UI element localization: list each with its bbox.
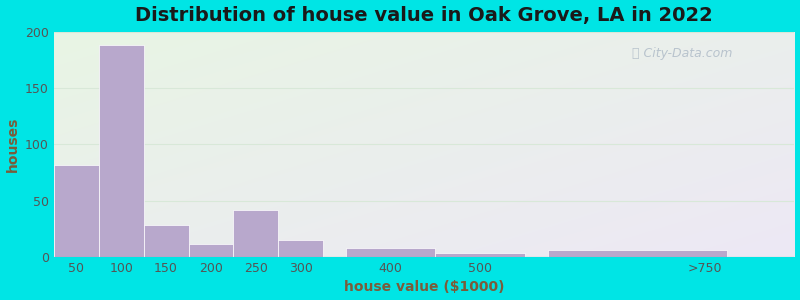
Bar — [234, 210, 278, 257]
Bar — [547, 250, 727, 257]
X-axis label: house value ($1000): house value ($1000) — [344, 280, 504, 294]
Bar — [98, 45, 144, 257]
Bar — [144, 226, 189, 257]
Bar — [346, 248, 435, 257]
Text: ⓘ City-Data.com: ⓘ City-Data.com — [631, 47, 732, 60]
Y-axis label: houses: houses — [6, 117, 19, 172]
Bar — [435, 253, 525, 257]
Title: Distribution of house value in Oak Grove, LA in 2022: Distribution of house value in Oak Grove… — [135, 6, 713, 25]
Bar — [278, 240, 323, 257]
Bar — [189, 244, 234, 257]
Bar — [54, 165, 98, 257]
